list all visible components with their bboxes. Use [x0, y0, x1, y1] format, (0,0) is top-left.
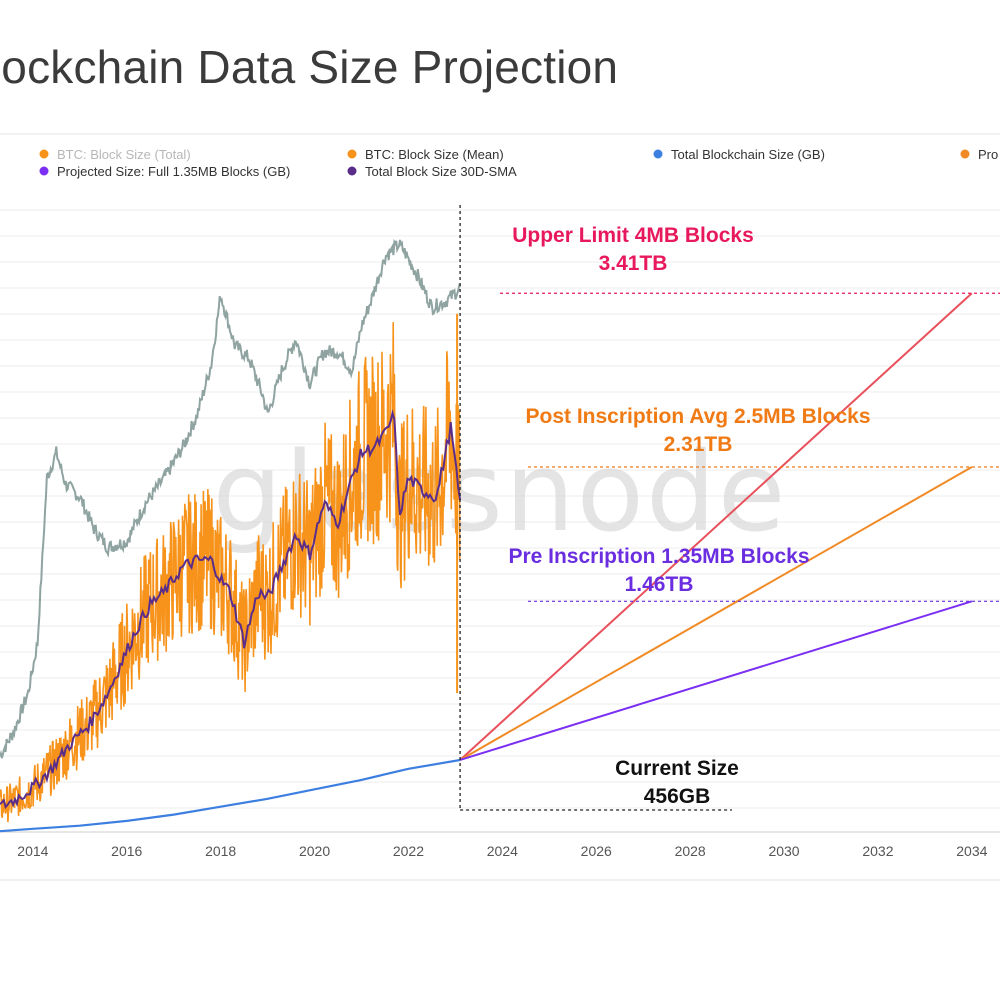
legend-marker: [653, 149, 663, 159]
annotation-pre-value: 1.46TB: [625, 573, 694, 596]
x-tick-label: 2016: [111, 843, 142, 859]
series-projection-post-line: [459, 466, 973, 761]
legend-label: Projected Size: Full 1.35MB Blocks (GB): [57, 164, 290, 179]
annotation-upper-label: Upper Limit 4MB Blocks: [512, 224, 754, 247]
x-tick-label: 2024: [487, 843, 518, 859]
series-block-size-mean-line: [0, 322, 461, 823]
annotation-post-value: 2.31TB: [664, 433, 733, 456]
legend-marker: [39, 166, 49, 176]
legend-label: BTC: Block Size (Mean): [365, 147, 504, 162]
legend-label: BTC: Block Size (Total): [57, 147, 191, 162]
legend: BTC: Block Size (Total) BTC: Block Size (…: [39, 147, 998, 179]
x-tick-label: 2028: [675, 843, 706, 859]
annotation-pre-label: Pre Inscription 1.35MB Blocks: [508, 545, 809, 568]
guides: [459, 205, 1000, 811]
series-price-line: [0, 238, 461, 759]
x-tick-label: 2026: [581, 843, 612, 859]
annotation-upper-value: 3.41TB: [599, 252, 668, 275]
legend-marker: [960, 149, 970, 159]
series-sma-line: [0, 409, 462, 810]
x-axis: 2014 2016 2018 2020 2022 2024 2026 2028 2030 2032…: [0, 843, 1000, 881]
annotation-post-label: Post Inscription Avg 2.5MB Blocks: [525, 405, 870, 428]
annotation-current-value: 456GB: [644, 785, 711, 808]
chart-title: Blockchain Data Size Projection: [0, 41, 619, 93]
legend-marker: [347, 149, 357, 159]
legend-label: Pro: [978, 147, 998, 162]
x-tick-label: 2014: [17, 843, 48, 859]
series-total-size-line: [0, 758, 461, 833]
legend-marker: [39, 149, 49, 159]
annotation-current-label: Current Size: [615, 757, 739, 780]
gridlines: [0, 209, 1000, 833]
x-tick-label: 2020: [299, 843, 330, 859]
annotations: Upper Limit 4MB Blocks 3.41TB Post Inscrip…: [508, 224, 870, 808]
series-projection-upper-line: [459, 292, 973, 761]
series-projection-full-line: [459, 600, 973, 761]
legend-marker: [347, 166, 357, 176]
x-tick-label: 2022: [393, 843, 424, 859]
series: [0, 238, 973, 833]
x-tick-label: 2030: [768, 843, 799, 859]
legend-label: Total Blockchain Size (GB): [671, 147, 825, 162]
x-tick-label: 2034: [956, 843, 987, 859]
x-tick-label: 2032: [862, 843, 893, 859]
legend-label: Total Block Size 30D-SMA: [365, 164, 517, 179]
x-tick-label: 2018: [205, 843, 236, 859]
